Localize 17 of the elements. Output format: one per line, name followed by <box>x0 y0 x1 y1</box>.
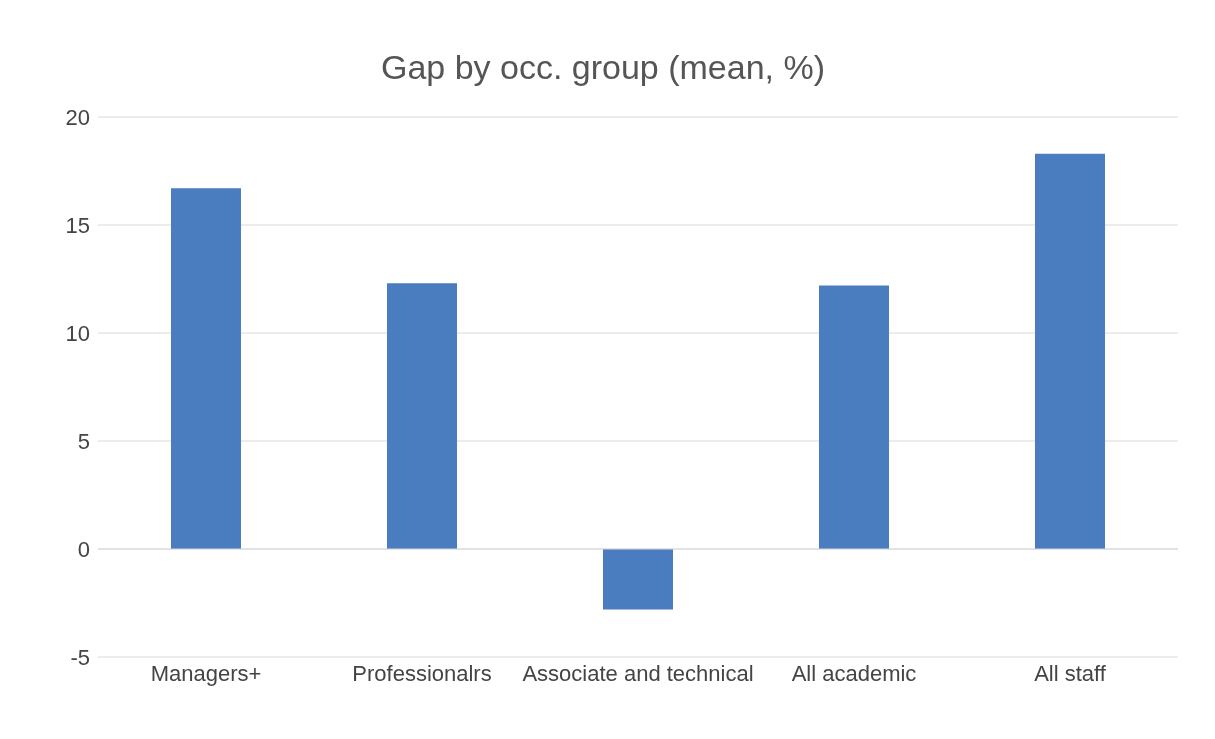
y-tick-label: 15 <box>65 212 90 238</box>
y-tick-label: -5 <box>70 644 90 670</box>
x-tick-label: Associate and technical <box>522 660 754 686</box>
x-tick-label: All staff <box>1034 660 1107 686</box>
chart-title: Gap by occ. group (mean, %) <box>379 47 827 88</box>
y-tick-label: 10 <box>65 320 90 346</box>
x-tick-label: Professionalrs <box>352 660 492 686</box>
bar <box>387 283 457 549</box>
y-tick-label: 5 <box>77 428 90 454</box>
bar <box>603 549 673 610</box>
y-tick-label: 20 <box>65 104 90 130</box>
x-tick-label: All academic <box>791 660 917 686</box>
bar <box>1035 153 1105 549</box>
x-tick-label: Managers+ <box>150 660 262 686</box>
bar <box>819 285 889 549</box>
y-tick-label: 0 <box>77 536 90 562</box>
bar <box>171 188 241 549</box>
